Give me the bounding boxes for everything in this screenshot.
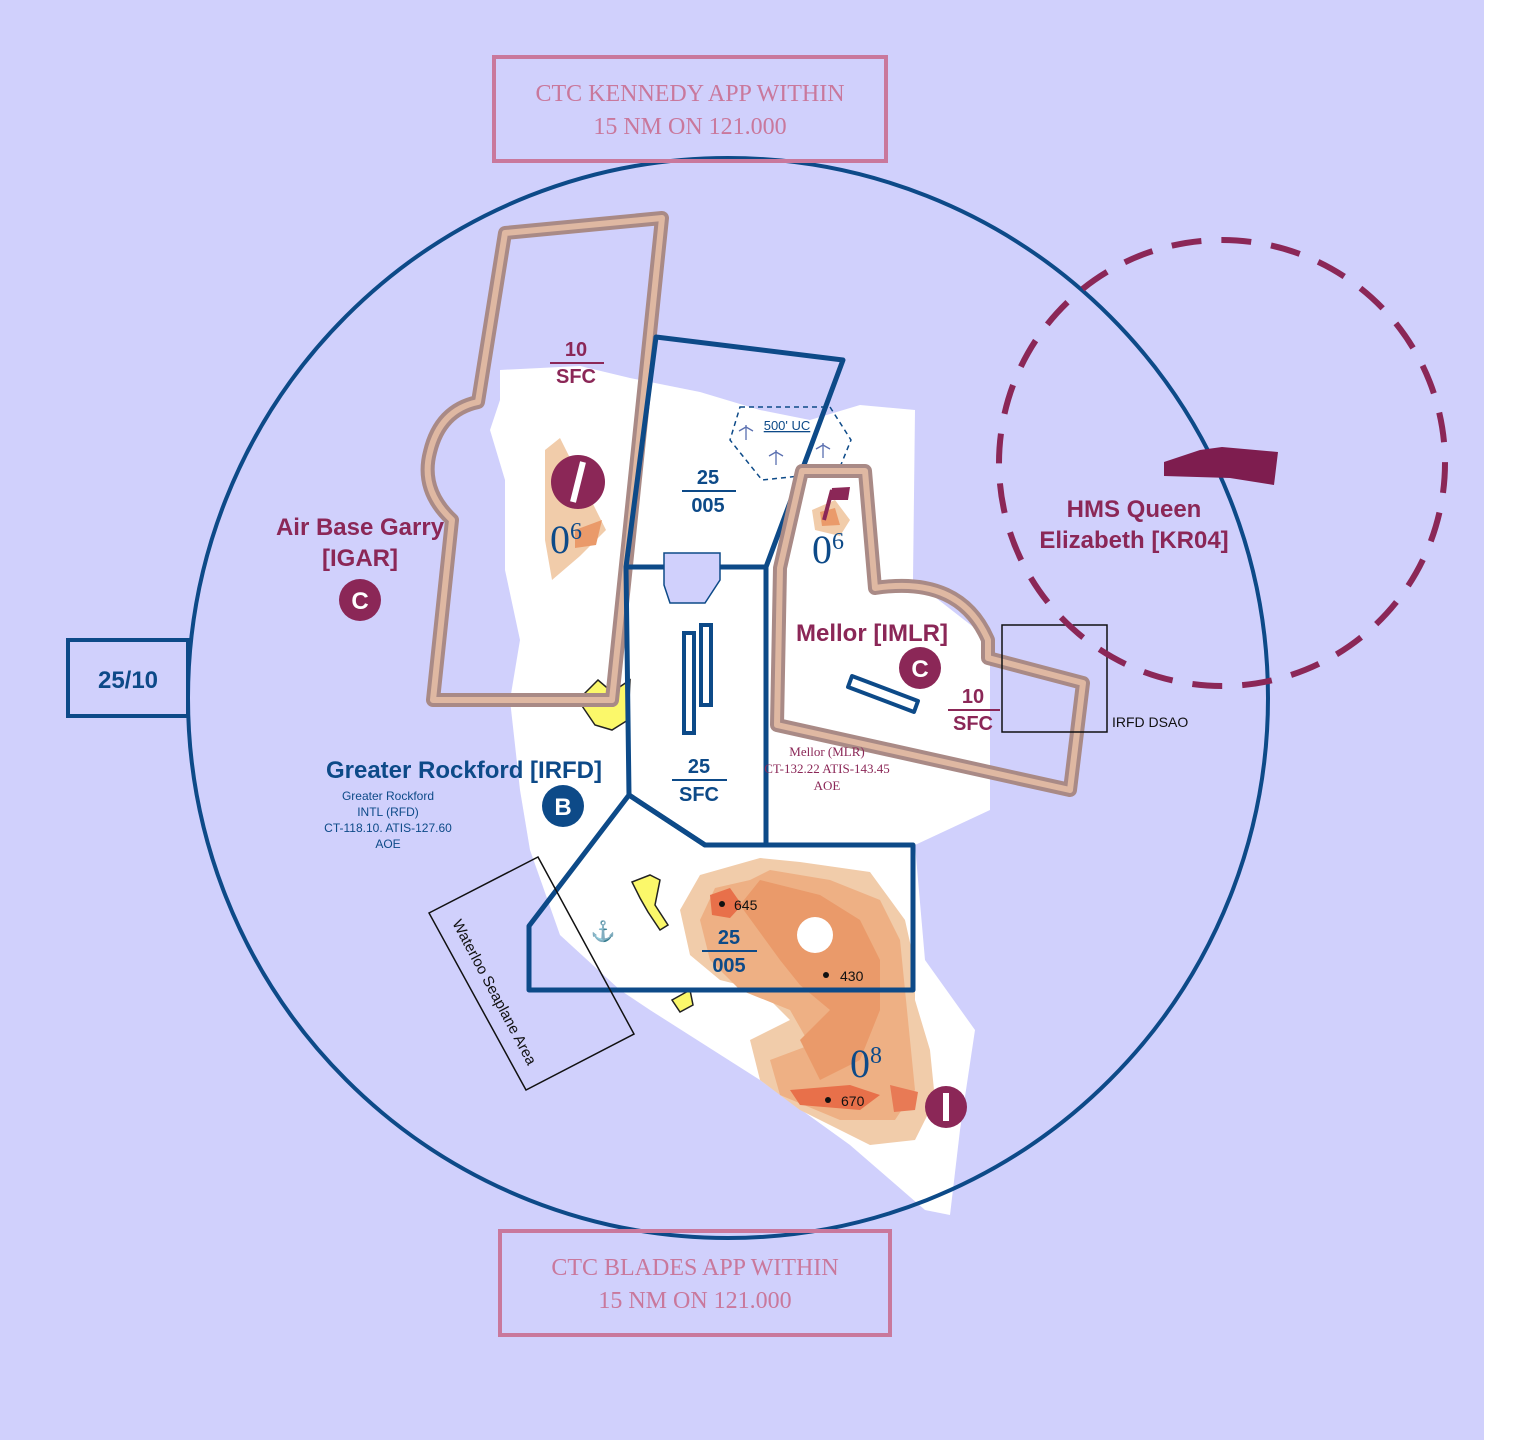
mellor-info-line1: Mellor (MLR) (789, 744, 864, 759)
rockford-info-line2: INTL (RFD) (357, 805, 419, 819)
garry-name: Air Base Garry (276, 514, 445, 541)
mellor-info-line2: CT-132.22 ATIS-143.45 (764, 761, 890, 776)
rockford-runways (682, 623, 713, 735)
dsao-label: IRFD DSAO (1112, 714, 1188, 730)
outer-altitude-box (66, 638, 190, 718)
garry-restricted-area (420, 211, 669, 707)
notice-bottom-line2: 15 NM ON 121.000 (598, 1288, 791, 1314)
south-mef: 08 (850, 1041, 882, 1086)
mellor-runway (846, 674, 920, 714)
rockford-name: Greater Rockford [IRFD] (326, 757, 602, 784)
notice-top-line1: CTC KENNEDY APP WITHIN (535, 81, 844, 107)
notice-bottom-line1: CTC BLADES APP WITHIN (551, 1255, 838, 1281)
svg-text:25: 25 (718, 927, 740, 949)
svg-text:10: 10 (962, 686, 984, 708)
outer-altitude-label: 25/10 (98, 667, 158, 694)
svg-text:25: 25 (697, 467, 719, 489)
south-airport-symbol (925, 1086, 967, 1128)
dsao-box (1001, 624, 1108, 733)
rockford-class-letter: B (554, 794, 571, 821)
mellor-restricted-area (770, 464, 1090, 797)
rockford-info-line1: Greater Rockford (342, 789, 434, 803)
mellor-info-line3: AOE (814, 778, 841, 793)
garry-ceiling: 10 (565, 339, 587, 361)
wind-turbine-icon (738, 425, 831, 465)
seaplane-area-box (427, 855, 636, 1092)
garry-mef: 06 (550, 517, 582, 562)
class-b-sectors (526, 334, 916, 993)
spot-elevation-a: 645 (719, 897, 758, 913)
rockford-info-line3: CT-118.10. ATIS-127.60 (324, 821, 452, 835)
ship-icon (1164, 447, 1278, 485)
mellor-altitude: 10 SFC (948, 686, 1000, 735)
spot-elevation-b: 430 (823, 968, 864, 984)
svg-text:670: 670 (841, 1093, 865, 1109)
center-sector-altitude: 25 SFC (672, 756, 727, 806)
rockford-info-line4: AOE (375, 837, 400, 851)
north-sector-altitude: 25 005 (682, 467, 736, 517)
garry-runway-symbol (551, 455, 605, 509)
south-sector-altitude: 25 005 (702, 927, 757, 977)
svg-text:005: 005 (712, 955, 745, 977)
central-pond (663, 552, 721, 604)
anchor-icon: ⚓ (591, 919, 616, 943)
svg-text:645: 645 (734, 897, 758, 913)
hms-line1: HMS Queen (1067, 496, 1202, 523)
svg-text:500' UC: 500' UC (764, 418, 811, 433)
svg-text:SFC: SFC (679, 784, 719, 806)
terrain-contours (545, 438, 935, 1145)
mellor-name: Mellor [IMLR] (796, 620, 948, 647)
garry-class-badge (339, 579, 381, 621)
heliport-flag-icon (822, 487, 850, 521)
notice-top-line2: 15 NM ON 121.000 (593, 114, 786, 140)
right-margin (1484, 0, 1532, 1440)
garry-floor: SFC (556, 366, 596, 388)
notice-bottom-box (498, 1229, 892, 1337)
svg-text:430: 430 (840, 968, 864, 984)
rockford-class-badge (542, 785, 584, 827)
garry-class-letter: C (351, 588, 368, 615)
hms-line2: Elizabeth [KR04] (1039, 527, 1228, 554)
mellor-mef: 06 (812, 527, 844, 572)
notice-top-box (492, 55, 888, 163)
garry-code: [IGAR] (322, 545, 398, 572)
mellor-class-badge (899, 647, 941, 689)
carrier-dashed-ring (996, 237, 1448, 689)
mellor-class-letter: C (911, 656, 928, 683)
spot-elevation-c: 670 (825, 1093, 865, 1109)
svg-text:005: 005 (691, 495, 724, 517)
svg-text:SFC: SFC (953, 713, 993, 735)
svg-text:25: 25 (688, 756, 710, 778)
